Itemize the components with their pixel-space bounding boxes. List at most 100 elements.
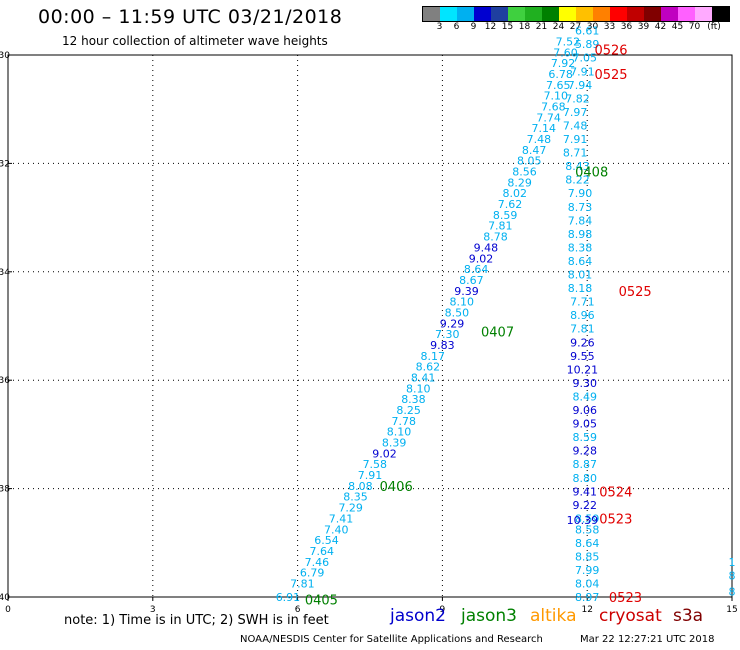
swh-value-jason3: 9.02	[372, 447, 397, 460]
swh-value-jason3: 8.17	[420, 350, 445, 363]
swh-value-jason3: 7.68	[541, 100, 566, 113]
swh-value-jason3: 8.10	[406, 382, 431, 395]
swh-value-jason3: 8.29	[507, 176, 532, 189]
color-swatch	[576, 7, 593, 21]
pass-id-label: 0523	[609, 591, 642, 606]
pass-id-label: 0407	[481, 325, 514, 340]
swh-value-jason3: 7.64	[309, 545, 334, 558]
swh-value-jason3: 7.91	[358, 469, 383, 482]
swh-value-jason3: 6.91	[276, 591, 301, 604]
swh-value-jason3: 7.62	[498, 198, 523, 211]
swh-value-jason3: 8.47	[522, 144, 547, 157]
x-tick-label: 6	[295, 605, 301, 615]
chart-title: 00:00 – 11:59 UTC 03/21/2018	[38, 6, 343, 28]
swh-value-jason2: 9.41	[573, 485, 598, 498]
swh-value-jason2: 8.43	[565, 160, 590, 173]
swh-value-jason3: 8.05	[517, 155, 542, 168]
color-scale-label: 12	[484, 22, 497, 32]
swh-value-jason3: 8.41	[411, 371, 436, 384]
swh-value-jason2: 7.05	[573, 52, 598, 65]
x-tick-label: 9	[440, 605, 446, 615]
swh-value-jason2: 7.94	[568, 79, 593, 92]
swh-value-jason3: 7.60	[553, 46, 578, 59]
swh-value-jason3: 7.58	[363, 458, 388, 471]
color-swatch	[457, 7, 474, 21]
x-tick-label: 12	[581, 605, 592, 615]
swh-value-jason2: 8.64	[568, 255, 593, 268]
color-swatch	[440, 7, 457, 21]
color-scale-label: 70	[688, 22, 701, 32]
color-scale-label: (ft)	[707, 22, 721, 32]
swh-value-jason2: 9.26	[570, 336, 595, 349]
swh-value-jason2: 9.05	[573, 418, 598, 431]
color-scale-label: 42	[654, 22, 667, 32]
swh-value-jason2: 9.06	[573, 404, 598, 417]
swh-value-jason3: 7.14	[532, 122, 557, 135]
swh-value-jason2: 8.80	[573, 472, 598, 485]
swh-value-jason3: 8.78	[483, 231, 508, 244]
chart-subtitle: 12 hour collection of altimeter wave hei…	[62, 34, 328, 48]
swh-value-jason3: 9.39	[454, 285, 479, 298]
swh-value-jason3: 7.78	[392, 415, 417, 428]
color-scale-label: 36	[620, 22, 633, 32]
color-swatch	[525, 7, 542, 21]
x-tick-label: 0	[5, 605, 11, 615]
legend-cryosat: cryosat	[599, 606, 662, 626]
swh-value-jason2: 10.39	[567, 514, 599, 527]
color-swatch	[474, 7, 491, 21]
swh-value-jason2: 7.48	[563, 119, 588, 132]
swh-value-jason2: 8.96	[570, 309, 595, 322]
pass-id-label: 0406	[380, 480, 413, 495]
swh-value-jason3: 8.02	[503, 187, 528, 200]
color-swatch	[678, 7, 695, 21]
note-text: note: 1) Time is in UTC; 2) SWH is in fe…	[64, 613, 329, 628]
pass-id-label: 0525	[619, 285, 652, 300]
y-tick-label: -38	[0, 485, 10, 495]
swh-value-jason2: 8.59	[575, 512, 600, 525]
color-swatch	[508, 7, 525, 21]
swh-value-jason2: 7.91	[570, 65, 595, 78]
color-swatch	[559, 7, 576, 21]
swh-value-jason3: 8.35	[343, 491, 368, 504]
swh-value-jason3: 7.52	[556, 35, 581, 48]
swh-value-jason3: 8.08	[348, 480, 373, 493]
y-tick-label: -30	[0, 51, 10, 61]
swh-value-jason2: 7.91	[563, 133, 588, 146]
color-swatch	[644, 7, 661, 21]
swh-value-jason2: 7.71	[570, 296, 595, 309]
swh-value-jason3: 8.59	[493, 209, 518, 222]
swh-value-jason3: 7.46	[305, 556, 330, 569]
swh-value-jason3: 7.41	[329, 512, 354, 525]
swh-value-jason2: 7.84	[568, 214, 593, 227]
footer-credit: NOAA/NESDIS Center for Satellite Applica…	[240, 634, 543, 645]
swh-value-jason3: 6.54	[314, 534, 339, 547]
swh-value-jason2: 8.59	[573, 431, 598, 444]
swh-value-jason3: 7.30	[435, 328, 460, 341]
swh-value-jason2: 6.61	[575, 25, 600, 38]
x-tick-label: 15	[726, 605, 737, 615]
color-swatch	[491, 7, 508, 21]
color-swatch	[712, 7, 729, 21]
swh-value-jason2: 9.22	[573, 499, 598, 512]
swh-value-jason3: 8.10	[387, 426, 412, 439]
swh-value-jason3: 8.38	[401, 393, 426, 406]
swh-value-s3a: 8	[729, 569, 736, 582]
color-scale-label: 27	[569, 22, 582, 32]
y-tick-label: -32	[0, 159, 10, 169]
swh-value-jason3: 6.79	[300, 567, 325, 580]
swh-value-jason2: 8.98	[568, 228, 593, 241]
swh-value-jason3: 7.65	[546, 79, 571, 92]
swh-value-jason2: 7.82	[565, 92, 590, 105]
swh-value-jason2: 8.73	[568, 201, 593, 214]
swh-value-jason3: 7.40	[324, 523, 349, 536]
swh-value-jason3: 7.74	[536, 111, 561, 124]
color-swatch	[627, 7, 644, 21]
swh-value-jason2: 7.90	[568, 187, 593, 200]
swh-value-jason3: 7.48	[527, 133, 552, 146]
legend-jason2: jason2	[390, 606, 446, 626]
x-tick-label: 3	[150, 605, 156, 615]
swh-value-jason3: 7.81	[290, 577, 315, 590]
color-scale-label: 33	[603, 22, 616, 32]
pass-id-label: 0525	[594, 68, 627, 83]
pass-id-label: 0523	[599, 512, 632, 527]
